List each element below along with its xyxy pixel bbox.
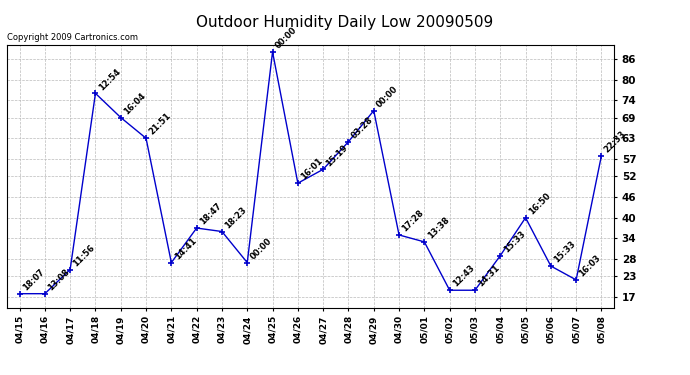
Text: 12:43: 12:43 — [451, 264, 476, 289]
Text: 00:00: 00:00 — [274, 26, 299, 51]
Text: 16:50: 16:50 — [527, 191, 552, 216]
Text: 11:56: 11:56 — [72, 243, 97, 268]
Text: 15:33: 15:33 — [502, 229, 527, 254]
Text: 03:28: 03:28 — [350, 115, 375, 140]
Text: 18:47: 18:47 — [198, 201, 224, 226]
Text: 16:01: 16:01 — [299, 156, 324, 182]
Text: 16:04: 16:04 — [122, 91, 148, 116]
Text: 21:51: 21:51 — [148, 111, 172, 137]
Text: 13:08: 13:08 — [46, 267, 71, 292]
Text: 16:03: 16:03 — [578, 253, 603, 279]
Text: 12:54: 12:54 — [97, 67, 122, 92]
Text: 00:00: 00:00 — [248, 236, 274, 261]
Text: 18:07: 18:07 — [21, 267, 46, 292]
Text: 17:28: 17:28 — [400, 209, 426, 234]
Text: 15:33: 15:33 — [552, 240, 578, 265]
Text: 14:31: 14:31 — [476, 264, 502, 289]
Text: 22:33: 22:33 — [603, 129, 628, 154]
Text: 14:41: 14:41 — [172, 236, 198, 261]
Text: 15:19: 15:19 — [324, 142, 350, 168]
Text: Outdoor Humidity Daily Low 20090509: Outdoor Humidity Daily Low 20090509 — [197, 15, 493, 30]
Text: Copyright 2009 Cartronics.com: Copyright 2009 Cartronics.com — [7, 33, 138, 42]
Text: 18:23: 18:23 — [224, 205, 248, 230]
Text: 00:00: 00:00 — [375, 84, 400, 109]
Text: 13:38: 13:38 — [426, 215, 451, 240]
